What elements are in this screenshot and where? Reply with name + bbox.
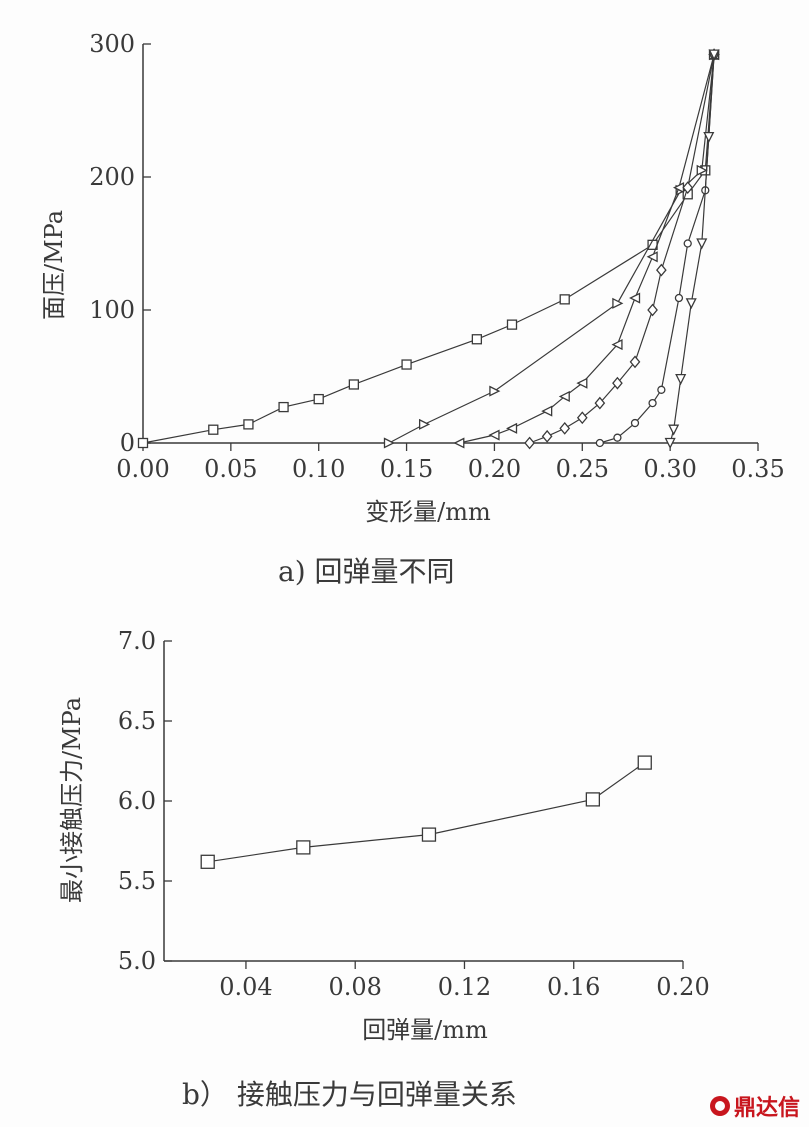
chart-a-series-4-point-7 [629,355,641,369]
chart-a-series-2-point-2 [418,418,431,430]
watermark-text: 鼎达信 [734,1096,801,1121]
chart-a-series-1-point-4 [278,401,289,413]
chart-a-series-4-point-8 [647,303,658,317]
chart-a-x-tick-label: 0.05 [204,455,257,483]
chart-a-series-4-point-3 [559,421,571,435]
chart-b-y-tick-label: 6.0 [118,787,156,815]
chart-a-series-4-point-9 [656,263,667,277]
chart-a-series-1-point-1 [137,437,149,449]
chart-a-series-1-point-7 [401,359,412,370]
chart-b-series-1-point-3 [421,827,437,842]
chart-b-y-axis-label: 最小接触压力/MPa [58,697,86,903]
chart-a-series-1-point-10 [559,294,570,305]
chart-a-series-1-point-3 [243,419,254,430]
chart-a-series-4-point-4 [576,411,588,425]
chart-b-y-tick-label: 5.5 [118,867,156,895]
watermark-logo-icon [710,1096,730,1116]
chart-a-series-2-point-6 [696,164,708,176]
chart-b-series-1-line [207,762,646,863]
chart-b-x-axis-label: 回弹量/mm [362,1016,488,1044]
chart-b-x-tick-label: 0.04 [219,973,272,1001]
chart-a-series-6-point-2 [668,424,680,436]
chart-a-x-tick-label: 0.35 [731,455,784,483]
chart-a-series-1-point-6 [348,379,360,390]
chart-a-series-6-point-3 [675,374,687,386]
chart-a-series-2-line [388,54,715,444]
chart-a-series-6-point-7 [708,49,720,61]
chart-a-series-6-point-1 [664,437,676,449]
chart-a-series-4-point-10 [682,181,694,195]
watermark-logo: 鼎达信 [710,1090,800,1122]
chart-a-x-tick-label: 0.15 [380,455,433,483]
chart-b-x-tick-label: 0.20 [656,973,709,1001]
chart-b-y-tick-label: 7.0 [118,627,156,655]
chart-a-series-6-point-6 [703,131,715,144]
chart-a-series-3-point-5 [558,390,570,403]
chart-a-series-4-point-5 [594,396,606,410]
chart-a-series-4-point-6 [612,376,623,390]
chart-a-y-axis-label: 面压/MPa [40,210,68,320]
chart-a-series-3-point-6 [576,377,588,389]
chart-a-series-5-point-3 [630,418,640,428]
chart-b-series-1-point-1 [200,854,215,869]
chart-b-x-tick-label: 0.16 [547,973,600,1001]
chart-a-x-tick-label: 0.10 [292,455,345,483]
chart-a-series-3-point-4 [541,405,553,417]
chart-a-y-tick-label: 0 [120,429,135,457]
chart-a-y-tick-label: 200 [89,163,135,191]
chart-b-series-1-point-2 [296,840,311,855]
chart-a-series-5-point-4 [648,398,657,408]
chart-a-series-6-point-5 [696,238,708,250]
chart-a-series-5-point-1 [595,438,605,448]
chart-a-y-tick-label: 100 [89,296,135,324]
chart-a-series-6-point-4 [685,298,697,310]
chart-a-series-3-point-1 [453,437,465,449]
chart-a-series-3-point-3 [506,422,518,434]
chart-a-series-5-point-6 [674,293,684,303]
chart-a-series-5-point-7 [683,239,692,248]
chart-b-x-tick-label: 0.12 [438,973,491,1001]
chart-a-series-3-point-8 [629,292,641,304]
chart-a-series-5-point-2 [613,433,622,442]
chart-a-series-1-point-5 [313,393,324,405]
chart-a-x-tick-label: 0.30 [643,455,696,483]
chart-a-x-tick-label: 0.25 [556,455,609,483]
chart-a-series-2-point-3 [489,385,501,397]
chart-a-series-2-point-1 [383,437,395,449]
chart-a-x-axis-label: 变形量/mm [365,498,491,526]
chart-a-series-1-point-9 [506,319,518,330]
chart-a-series-2-point-4 [612,297,624,309]
chart-b-x-tick-label: 0.08 [328,973,381,1001]
chart-b-caption: b） 接触压力与回弹量关系 [182,1078,517,1111]
chart-a-series-1-point-2 [208,424,219,435]
chart-a-x-tick-label: 0.20 [468,455,521,483]
chart-b-y-tick-label: 6.5 [118,707,156,735]
chart-a-series-1-line [142,54,715,444]
chart-a-series-4-point-1 [524,436,535,450]
chart-a-series-4-point-2 [541,429,553,443]
chart-a-series-3-point-7 [611,339,623,351]
chart-b-series-1-point-5 [637,755,652,770]
chart-a-series-5-point-5 [657,385,666,394]
chart-b-series-1-point-4 [585,792,601,807]
chart-a-series-1-point-8 [471,334,483,345]
chart-a-caption: a) 回弹量不同 [278,555,455,588]
chart-a-series-3-point-9 [646,251,658,263]
chart-a-series-3-point-2 [488,429,500,441]
chart-a-x-tick-label: 0.00 [116,455,169,483]
chart-a-y-tick-label: 300 [89,30,135,58]
chart-b-y-tick-label: 5.0 [118,947,156,975]
